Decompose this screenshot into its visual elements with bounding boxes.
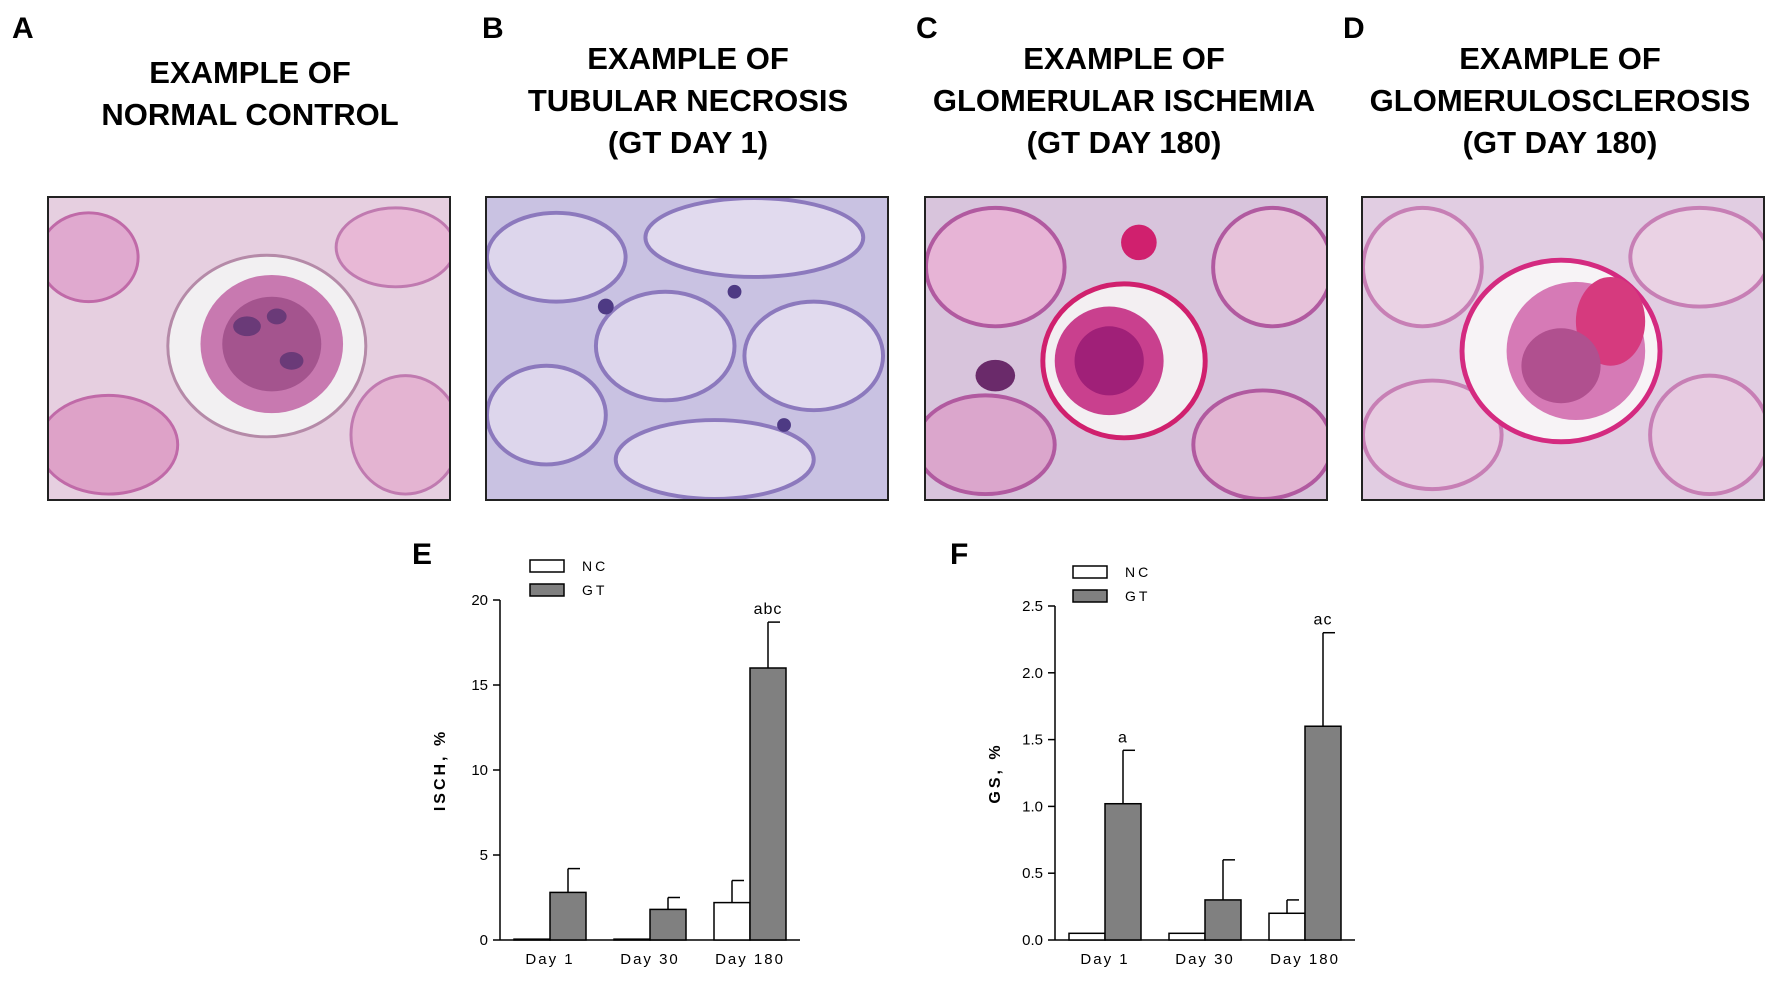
panel-d-title-line: GLOMERULOSCLEROSIS <box>1369 83 1751 118</box>
tubular-necrosis-histology-image <box>485 196 889 501</box>
legend-label-nc: NC <box>1125 564 1151 580</box>
bar-gt-day-180 <box>1304 725 1342 941</box>
bar-nc-day-180 <box>1268 912 1306 941</box>
y-tick-label: 0.5 <box>1022 865 1043 882</box>
legend-swatch-nc <box>529 559 565 573</box>
bar-gt-day-30 <box>1204 899 1242 941</box>
panel-c-title: EXAMPLE OF GLOMERULAR ISCHEMIA (GT DAY 1… <box>924 38 1324 164</box>
legend-swatch-nc <box>1072 565 1108 579</box>
panel-c-title-line: EXAMPLE OF <box>1023 41 1225 76</box>
panel-b-title: EXAMPLE OF TUBULAR NECROSIS (GT DAY 1) <box>488 38 888 164</box>
panel-label-e: E <box>412 538 433 571</box>
x-tick-label: Day 1 <box>1080 951 1129 968</box>
y-tick-label: 1.5 <box>1022 732 1043 749</box>
bar-gt-day-180 <box>749 667 787 941</box>
bar-nc-day-1 <box>1068 932 1106 941</box>
bar-nc-day-180 <box>713 901 751 941</box>
panel-label-a: A <box>12 12 34 45</box>
bar-nc-day-1 <box>513 938 551 941</box>
x-tick-label: Day 30 <box>1175 951 1235 968</box>
y-tick-label: 20 <box>471 592 488 609</box>
bar-nc-day-30 <box>613 938 651 941</box>
bar-gt-day-1 <box>549 891 587 941</box>
panel-c-title-line: (GT DAY 180) <box>1026 125 1222 160</box>
panel-a-title-line: EXAMPLE OF <box>149 55 351 90</box>
panel-label-b: B <box>482 12 504 45</box>
legend-label-gt: GT <box>582 582 607 598</box>
y-axis-title: GS, % <box>987 742 1004 803</box>
panel-d-title: EXAMPLE OF GLOMERULOSCLEROSIS (GT DAY 18… <box>1360 38 1760 164</box>
legend-label-gt: GT <box>1125 588 1150 604</box>
panel-label-f: F <box>950 538 969 571</box>
chart-e: 0 5 10 15 20 ISCH, % Day 1 Day 30 Day 180 abc NC GT <box>420 540 870 983</box>
x-tick-label: Day 30 <box>620 951 680 968</box>
y-tick-label: 1.0 <box>1022 798 1043 815</box>
bar-gt-day-1 <box>1104 802 1142 941</box>
glomerulosclerosis-histology-image <box>1361 196 1765 501</box>
normal-control-histology-image <box>47 196 451 501</box>
y-tick-label: 10 <box>471 762 488 779</box>
chart-f: 0.0 0.5 1.0 1.5 2.0 2.5 GS, % Day 1 Day 30 Day 18… <box>960 540 1390 983</box>
panel-a-title: EXAMPLE OF NORMAL CONTROL <box>50 52 450 136</box>
legend-swatch-gt <box>1072 589 1108 603</box>
y-tick-label: 5 <box>480 847 488 864</box>
glomerular-ischemia-histology-image <box>924 196 1328 501</box>
y-tick-label: 15 <box>471 677 488 694</box>
y-tick-label: 0.0 <box>1022 932 1043 949</box>
significance-annotation: a <box>1118 729 1128 746</box>
legend-swatch-gt <box>529 583 565 597</box>
panel-b-title-line: (GT DAY 1) <box>607 125 769 160</box>
significance-annotation: abc <box>754 601 783 618</box>
panel-a-title-line: NORMAL CONTROL <box>101 97 399 132</box>
y-tick-label: 0 <box>480 932 488 949</box>
y-tick-label: 2.0 <box>1022 665 1043 682</box>
chart-e-svg: 0 5 10 15 20 ISCH, % Day 1 Day 30 Day 180 abc NC GT <box>432 558 800 968</box>
x-tick-label: Day 180 <box>715 951 785 968</box>
panel-label-c: C <box>916 12 938 45</box>
bar-nc-day-30 <box>1168 932 1206 941</box>
panel-label-d: D <box>1343 12 1365 45</box>
bar-gt-day-30 <box>649 908 687 941</box>
panel-b-title-line: EXAMPLE OF <box>587 41 789 76</box>
chart-f-svg: 0.0 0.5 1.0 1.5 2.0 2.5 GS, % Day 1 Day 30 Day 18… <box>987 564 1355 968</box>
x-tick-label: Day 180 <box>1270 951 1340 968</box>
y-tick-label: 2.5 <box>1022 598 1043 615</box>
panel-c-title-line: GLOMERULAR ISCHEMIA <box>932 83 1316 118</box>
x-tick-label: Day 1 <box>525 951 574 968</box>
panel-d-title-line: EXAMPLE OF <box>1459 41 1661 76</box>
legend-label-nc: NC <box>582 558 608 574</box>
y-axis-title: ISCH, % <box>432 729 449 811</box>
panel-b-title-line: TUBULAR NECROSIS <box>527 83 849 118</box>
significance-annotation: ac <box>1314 612 1333 629</box>
panel-d-title-line: (GT DAY 180) <box>1462 125 1658 160</box>
